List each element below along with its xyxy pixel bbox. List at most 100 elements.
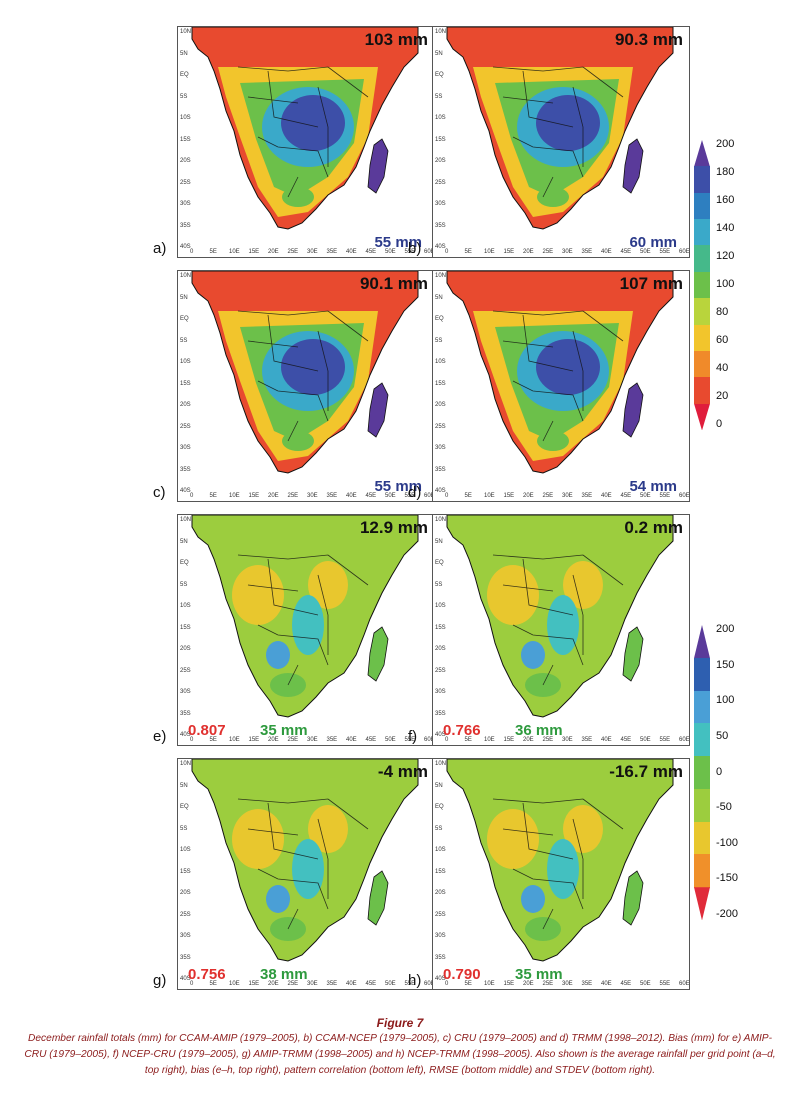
colorbar-swatch	[694, 657, 710, 692]
lon-tick-label: 30E	[562, 493, 573, 499]
rmse-value: 36 mm	[515, 722, 563, 739]
lat-tick-label: 30S	[180, 933, 191, 939]
lon-tick-label: 30E	[307, 981, 318, 987]
colorbar-swatch	[694, 192, 710, 220]
average-value: 90.3 mm	[614, 30, 683, 49]
lat-tick-label: 5N	[180, 538, 188, 545]
lat-tick-label: 20S	[435, 402, 446, 408]
lon-tick-label: 45E	[365, 737, 377, 743]
lon-tick-label: 55E	[404, 737, 416, 743]
lat-tick-label: 5S	[180, 825, 188, 832]
lon-tick-label: 5E	[209, 249, 217, 255]
pattern-correlation-value: 0.766	[443, 722, 481, 739]
lon-tick-label: 0	[190, 737, 194, 743]
panel-label: a)	[153, 240, 167, 257]
colorbar-swatch	[694, 350, 710, 378]
lat-tick-label: 5N	[435, 782, 443, 789]
stdev-value: 60 mm	[629, 234, 677, 251]
lat-tick-label: 30S	[180, 689, 191, 695]
rmse-value: 35 mm	[515, 966, 563, 983]
map-panel: 10N 5N EQ 5S 10S 15S 20S 25S 30S 35S 40S 0 5E 10E 15E 2…	[432, 26, 690, 258]
lon-tick-label: 30E	[307, 249, 318, 255]
lon-tick-label: 10E	[229, 249, 240, 255]
colorbar-tick-label: 120	[716, 250, 735, 262]
lat-tick-label: 25S	[435, 667, 446, 674]
average-value: -4 mm	[377, 762, 428, 781]
lon-tick-label: 45E	[365, 249, 377, 255]
lon-tick-label: 20E	[268, 981, 279, 987]
lon-tick-label: 5E	[209, 493, 217, 499]
map-panel: 10N 5N EQ 5S 10S 15S 20S 25S 30S 35S 40S 0 5E 10E 15E 2…	[177, 26, 435, 258]
lon-tick-label: 25E	[542, 493, 554, 499]
stdev-value: 55 mm	[374, 234, 422, 251]
rain-colorbar	[694, 140, 710, 431]
lon-tick-label: 15E	[503, 493, 515, 499]
colorbar-swatch	[694, 756, 710, 790]
figure-caption: December rainfall totals (mm) for CCAM-A…	[24, 1033, 776, 1076]
lon-tick-label: 0	[445, 249, 449, 255]
lat-tick-label: 15S	[180, 868, 191, 875]
lon-tick-label: 20E	[268, 737, 279, 743]
average-value: 90.1 mm	[359, 274, 428, 293]
lon-tick-label: 35E	[326, 981, 338, 987]
panel-label: d)	[408, 484, 422, 501]
lat-tick-label: EQ	[435, 72, 444, 78]
lat-tick-label: 40S	[180, 976, 191, 982]
lat-tick-label: 35S	[435, 222, 446, 229]
lon-tick-label: 10E	[229, 493, 240, 499]
lon-tick-label: 15E	[503, 737, 515, 743]
colorbar-swatch	[694, 788, 710, 823]
lon-tick-label: 55E	[659, 737, 671, 743]
lat-tick-label: 10N	[180, 273, 192, 279]
lat-tick-label: 10N	[435, 761, 447, 767]
lat-tick-label: 40S	[180, 732, 191, 738]
colorbar-swatch	[694, 723, 710, 757]
map-panel: 10N 5N EQ 5S 10S 15S 20S 25S 30S 35S 40S 0 5E 10E 15E 2…	[432, 514, 690, 746]
lat-tick-label: 5N	[180, 294, 188, 301]
lat-tick-label: 10S	[180, 115, 191, 121]
lon-tick-label: 5E	[209, 981, 217, 987]
lon-tick-label: 40E	[601, 981, 612, 987]
lon-tick-label: 20E	[268, 249, 279, 255]
colorbar-tick-label: -100	[716, 836, 739, 849]
lon-tick-label: 0	[190, 249, 194, 255]
lon-tick-label: 15E	[503, 249, 515, 255]
lat-tick-label: 25S	[435, 911, 446, 918]
map-panel: 10N 5N EQ 5S 10S 15S 20S 25S 30S 35S 40S 0 5E 10E 15E 2…	[177, 514, 435, 746]
bias-colorbar	[694, 625, 710, 921]
lon-tick-label: 55E	[659, 249, 671, 255]
colorbar-swatch	[694, 821, 710, 855]
lat-tick-label: EQ	[435, 804, 444, 810]
lon-tick-label: 45E	[365, 981, 377, 987]
lat-tick-label: 40S	[435, 976, 446, 982]
panel-label: f)	[408, 728, 418, 745]
lon-tick-label: 15E	[248, 737, 260, 743]
lon-tick-label: 0	[190, 981, 194, 987]
colorbar-swatch	[694, 377, 710, 405]
lat-tick-label: EQ	[180, 72, 189, 78]
colorbar-tick-label: -50	[716, 801, 732, 814]
lon-tick-label: 25E	[287, 493, 299, 499]
lon-tick-label: 45E	[620, 493, 632, 499]
lat-tick-label: 35S	[180, 466, 191, 473]
colorbar-swatch	[694, 854, 710, 888]
colorbar-swatch	[694, 625, 710, 659]
lon-tick-label: 0	[445, 981, 449, 987]
lat-tick-label: 10N	[180, 517, 192, 523]
panel-label: h)	[408, 972, 422, 989]
lon-tick-label: 60E	[424, 493, 435, 499]
lat-tick-label: 5N	[180, 782, 188, 789]
lat-tick-label: EQ	[180, 804, 189, 810]
stdev-value: 55 mm	[374, 478, 422, 495]
panel-label: e)	[153, 728, 167, 745]
lat-tick-label: 10S	[435, 847, 446, 853]
map-panel: 10N 5N EQ 5S 10S 15S 20S 25S 30S 35S 40S 0 5E 10E 15E 2…	[432, 270, 690, 502]
lon-tick-label: 15E	[248, 981, 260, 987]
lon-tick-label: 55E	[404, 249, 416, 255]
colorbar-tick-label: 180	[716, 166, 735, 178]
colorbar-tick-label: 80	[716, 306, 729, 318]
colorbar-swatch	[694, 690, 710, 724]
lat-tick-label: 5S	[435, 337, 443, 344]
lat-tick-label: 35S	[435, 954, 446, 961]
lon-tick-label: 10E	[229, 737, 240, 743]
